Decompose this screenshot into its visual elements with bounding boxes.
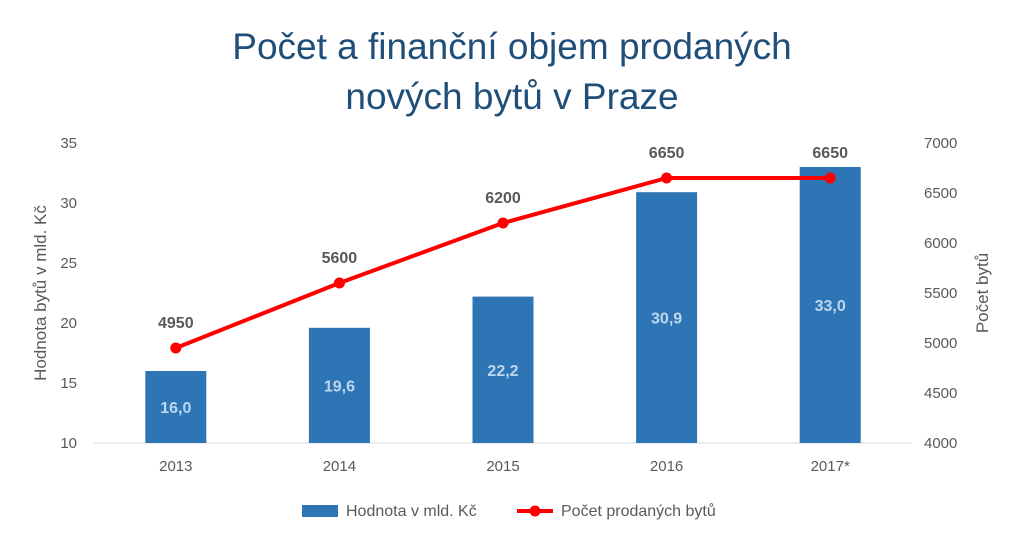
chart-title-line-1: Počet a finanční objem prodaných — [232, 26, 792, 67]
x-tick-label: 2013 — [159, 458, 192, 475]
bar — [472, 296, 534, 443]
y-right-tick-label: 4500 — [924, 385, 957, 402]
y-right-tick-label: 5000 — [924, 335, 957, 352]
line-point — [824, 172, 836, 184]
y-left-tick-label: 20 — [60, 315, 77, 332]
bar-series — [145, 167, 861, 443]
chart-title-line-2: nových bytů v Praze — [345, 76, 679, 117]
x-tick-label: 2014 — [323, 458, 356, 475]
line-point — [170, 342, 182, 354]
y-left-tick-label: 10 — [60, 435, 77, 452]
line-point — [497, 217, 509, 229]
line-value-label: 6200 — [485, 190, 521, 207]
bar-value-label: 19,6 — [324, 378, 355, 395]
legend: Hodnota v mld. Kč Počet prodaných bytů — [302, 502, 716, 520]
x-tick-label: 2016 — [650, 458, 683, 475]
line-value-label: 6650 — [649, 145, 685, 162]
legend-line-label: Počet prodaných bytů — [561, 502, 716, 520]
bar — [308, 327, 370, 443]
legend-line-marker — [529, 505, 541, 517]
y-right-axis-title: Počet bytů — [973, 253, 992, 333]
y-left-tick-label: 35 — [60, 135, 77, 152]
legend-bar-label: Hodnota v mld. Kč — [346, 503, 477, 520]
line-series — [170, 172, 836, 354]
y-left-axis-title: Hodnota bytů v mld. Kč — [31, 205, 50, 381]
legend-bar-swatch — [302, 505, 338, 517]
line-value-label: 4950 — [158, 315, 194, 332]
data-labels: 16,0 19,6 22,2 30,9 33,0 4950 5600 6200 6650 6650 — [158, 145, 848, 417]
bar-value-label: 16,0 — [160, 400, 191, 417]
x-tick-label: 2017* — [811, 458, 850, 475]
y-right-tick-label: 6500 — [924, 185, 957, 202]
line-point — [333, 277, 345, 289]
y-right-tick-label: 6000 — [924, 235, 957, 252]
y-right-tick-label: 4000 — [924, 435, 957, 452]
bar-value-label: 33,0 — [815, 298, 846, 315]
chart-title: Počet a finanční objem prodaných nových … — [0, 22, 1024, 122]
x-tick-label: 2015 — [486, 458, 519, 475]
y-left-tick-label: 25 — [60, 255, 77, 272]
bar — [799, 167, 861, 443]
y-left-tick-label: 15 — [60, 375, 77, 392]
axes: 10 15 20 25 30 35 4000 4500 5000 5500 6000 6500 7000… — [31, 135, 992, 475]
line-point — [661, 172, 673, 184]
y-right-tick-label: 7000 — [924, 135, 957, 152]
bar — [636, 192, 698, 443]
bar — [145, 371, 207, 443]
y-left-tick-label: 30 — [60, 195, 77, 212]
line-value-label: 5600 — [322, 250, 358, 267]
bar-value-label: 22,2 — [487, 363, 518, 380]
bar-value-label: 30,9 — [651, 311, 682, 328]
line-value-label: 6650 — [812, 145, 848, 162]
y-right-tick-label: 5500 — [924, 285, 957, 302]
